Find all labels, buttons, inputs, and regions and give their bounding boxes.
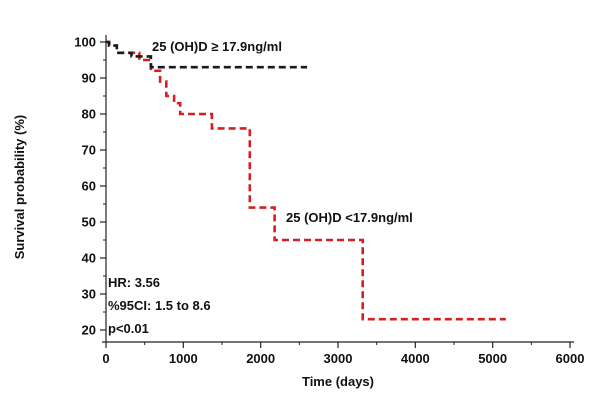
y-tick-label: 20: [82, 323, 96, 338]
series-line-high-vitd: [106, 40, 308, 69]
y-tick-label: 60: [82, 179, 96, 194]
hazard-ratio-text: HR: 3.56: [108, 275, 160, 290]
confidence-interval-text: %95CI: 1.5 to 8.6: [108, 298, 211, 313]
x-tick-label: 3000: [324, 351, 353, 366]
y-tick-label: 100: [74, 35, 96, 50]
series-layer: [106, 40, 506, 321]
y-axis-title: Survival probability (%): [12, 115, 27, 259]
x-tick-label: 5000: [478, 351, 507, 366]
p-value-text: p<0.01: [108, 321, 149, 336]
x-axis-title: Time (days): [302, 374, 374, 389]
series-label-low: 25 (OH)D <17.9ng/ml: [286, 210, 413, 225]
y-tick-label: 70: [82, 143, 96, 158]
series-label-high: 25 (OH)D ≥ 17.9ng/ml: [152, 39, 282, 54]
y-tick-label: 50: [82, 215, 96, 230]
y-tick-label: 40: [82, 251, 96, 266]
x-tick-label: 6000: [556, 351, 585, 366]
series-line-low-vitd: [106, 40, 506, 321]
y-tick-label: 30: [82, 287, 96, 302]
x-tick-label: 0: [102, 351, 109, 366]
x-tick-label: 4000: [401, 351, 430, 366]
y-tick-label: 90: [82, 71, 96, 86]
x-tick-label: 2000: [246, 351, 275, 366]
x-tick-label: 1000: [169, 351, 198, 366]
y-tick-label: 80: [82, 107, 96, 122]
